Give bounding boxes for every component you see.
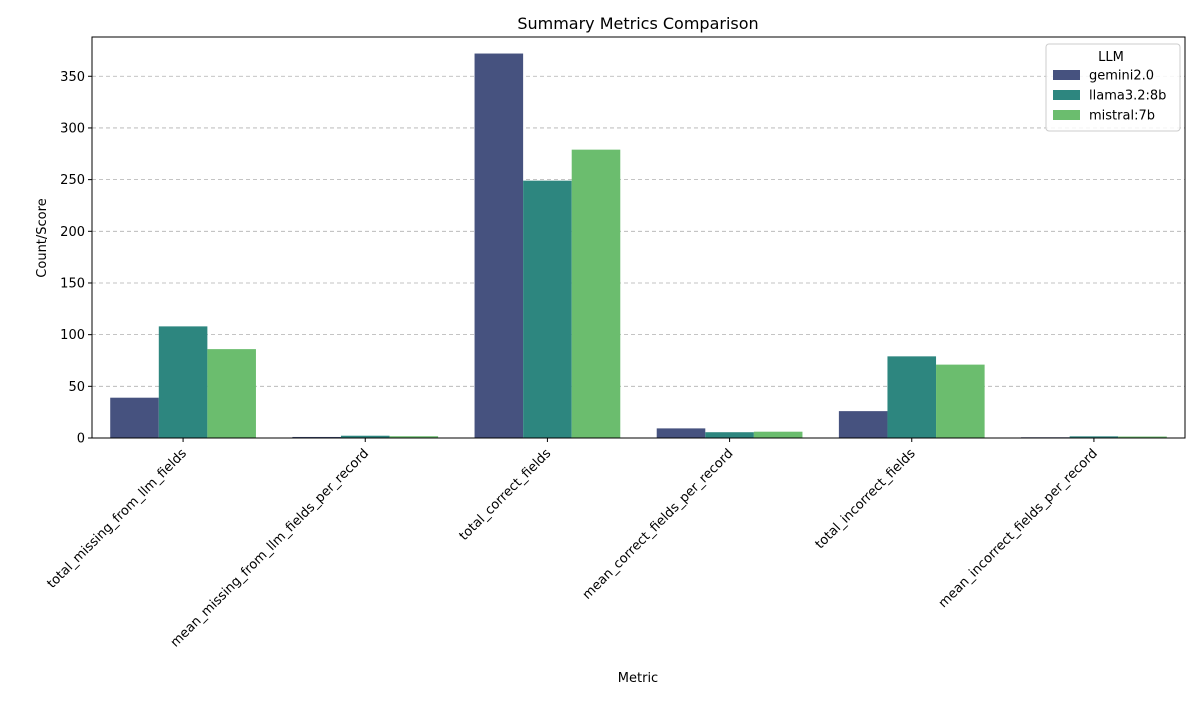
- plot-frame: [91, 36, 1186, 439]
- bar-llama3-2-8b: [523, 180, 572, 438]
- bar-llama3-2-8b: [1069, 436, 1119, 438]
- y-tick-label: 50: [68, 380, 85, 395]
- bar-gemini2-0: [656, 428, 706, 438]
- legend-box: [1045, 43, 1181, 132]
- bar-mistral-7b: [753, 431, 803, 438]
- bar-llama3-2-8b: [887, 356, 937, 438]
- legend-swatch: [1053, 70, 1080, 80]
- x-tick-label: mean_correct_fields_per_record: [580, 446, 737, 603]
- bar-mistral-7b: [1118, 436, 1167, 438]
- x-tick-label: total_missing_from_llm_fields: [45, 446, 191, 592]
- y-tick-label: 350: [60, 70, 85, 85]
- legend-label: llama3.2:8b: [1089, 89, 1166, 104]
- bar-mistral-7b: [936, 364, 985, 438]
- y-axis: 0 50 100 150 200 250 300 350: [60, 70, 92, 447]
- bar-llama3-2-8b: [158, 326, 208, 438]
- bar-llama3-2-8b: [340, 435, 390, 438]
- bar-mistral-7b: [571, 149, 621, 438]
- legend: LLM gemini2.0 llama3.2:8b mistral:7b: [1045, 43, 1181, 132]
- y-tick-label: 150: [60, 276, 85, 291]
- legend-swatch: [1053, 110, 1080, 120]
- legend-label: gemini2.0: [1089, 69, 1154, 84]
- bar-gemini2-0: [292, 436, 341, 438]
- x-axis-label: Metric: [618, 671, 658, 686]
- legend-title: LLM: [1098, 50, 1124, 65]
- bar-mistral-7b: [389, 436, 439, 438]
- bars: [110, 53, 1167, 439]
- gridlines: [92, 75, 1185, 387]
- bar-gemini2-0: [838, 411, 888, 438]
- x-tick-label: mean_incorrect_fields_per_record: [936, 446, 1101, 611]
- x-tick-label: total_correct_fields: [457, 446, 555, 544]
- legend-swatch: [1053, 90, 1080, 100]
- x-tick-label: total_incorrect_fields: [813, 446, 919, 552]
- legend-label: mistral:7b: [1089, 109, 1155, 124]
- y-tick-label: 100: [60, 328, 85, 343]
- bar-mistral-7b: [207, 349, 256, 438]
- bar-llama3-2-8b: [705, 432, 754, 438]
- bar-gemini2-0: [474, 53, 524, 439]
- y-tick-label: 300: [60, 121, 85, 136]
- y-axis-label: Count/Score: [35, 198, 50, 277]
- y-tick-label: 0: [77, 432, 85, 447]
- y-tick-label: 200: [60, 225, 85, 240]
- bar-gemini2-0: [110, 397, 159, 438]
- chart-title: Summary Metrics Comparison: [517, 14, 758, 33]
- x-tick-label: mean_missing_from_llm_fields_per_record: [168, 446, 372, 650]
- x-axis: total_missing_from_llm_fieldsmean_missin…: [45, 438, 1101, 650]
- legend-items: gemini2.0 llama3.2:8b mistral:7b: [1053, 69, 1166, 124]
- y-tick-label: 250: [60, 173, 85, 188]
